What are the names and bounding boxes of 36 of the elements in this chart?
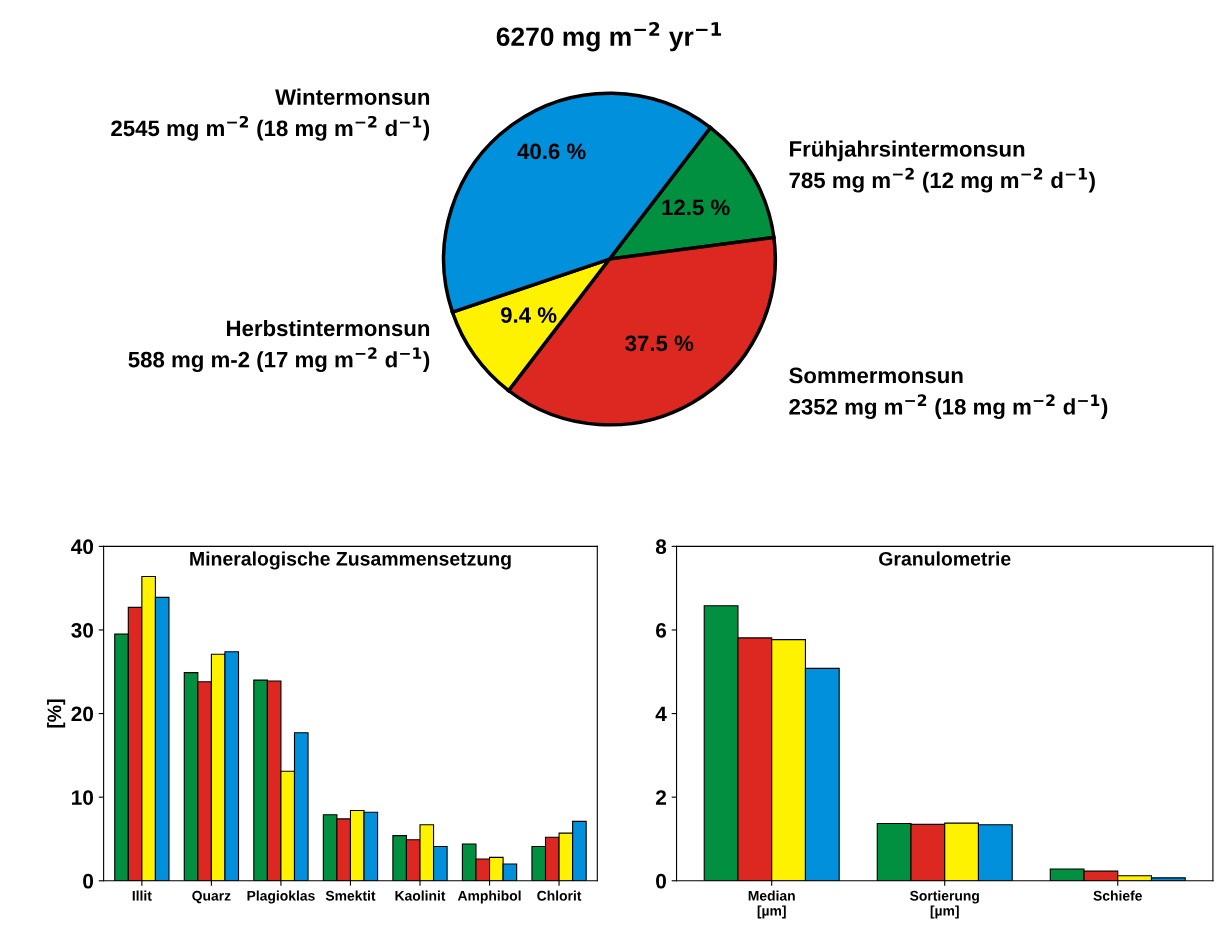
chart-title: 6270 mg m$^{−2}$ yr$^{−1}$: [496, 21, 722, 52]
text: 2352 mg m$^{−2}$ (18 mg m$^{−2}$ d$^{−1}$): [789, 394, 1108, 420]
x-tick-label: Quarz: [192, 890, 231, 904]
data-label: 37.5 %: [625, 335, 694, 352]
chart-title: Granulometrie: [879, 551, 1011, 566]
y-tick-label: 6: [656, 622, 667, 638]
y-tick-label: 4: [655, 706, 667, 722]
x-tick-label: Median [µm]: [748, 890, 795, 919]
y-tick-label: 0: [83, 873, 94, 889]
x-tick-label: Smektit: [325, 890, 376, 901]
data-label: 9.4 %: [500, 307, 557, 323]
y-tick-label: 8: [655, 539, 667, 555]
y-tick-label: 40: [71, 539, 94, 555]
x-tick-label: Plagioklas: [247, 890, 315, 904]
data-label: 40.6 %: [517, 143, 586, 160]
x-tick-label: Illit: [132, 890, 152, 901]
y-tick-label: 2: [655, 790, 666, 805]
y-tick-label: 20: [71, 706, 94, 722]
y-tick-label: 10: [72, 790, 94, 805]
text: 588 mg m-2 (17 mg m$^{−2}$ d$^{−1}$): [128, 347, 430, 372]
slice-label: Sommermonsun: [789, 367, 963, 384]
y-tick-label: 0: [656, 873, 666, 889]
x-tick-label: Amphibol: [457, 890, 521, 904]
y-tick-label: 30: [71, 622, 94, 638]
chart-title: Mineralogische Zusammensetzung: [190, 551, 511, 570]
data-label: 12.5 %: [662, 199, 730, 216]
slice-label: Frühjahrsintermonsun: [790, 140, 1025, 162]
x-tick-label: Sortierung [µm]: [910, 890, 979, 919]
slice-label: Herbstintermonsun: [226, 319, 430, 337]
x-tick-label: Kaolinit: [395, 890, 446, 901]
x-tick-label: Chlorit: [537, 890, 582, 901]
x-tick-label: Schiefe: [1093, 890, 1142, 901]
text: 2545 mg m$^{−2}$ (18 mg m$^{−2}$ d$^{−1}$): [111, 115, 430, 141]
slice-label: Wintermonsun: [275, 88, 430, 105]
text: 785 mg m$^{−2}$ (12 mg m$^{−2}$ d$^{−1}$): [789, 167, 1095, 193]
y-axis-title: [%]: [47, 699, 66, 728]
